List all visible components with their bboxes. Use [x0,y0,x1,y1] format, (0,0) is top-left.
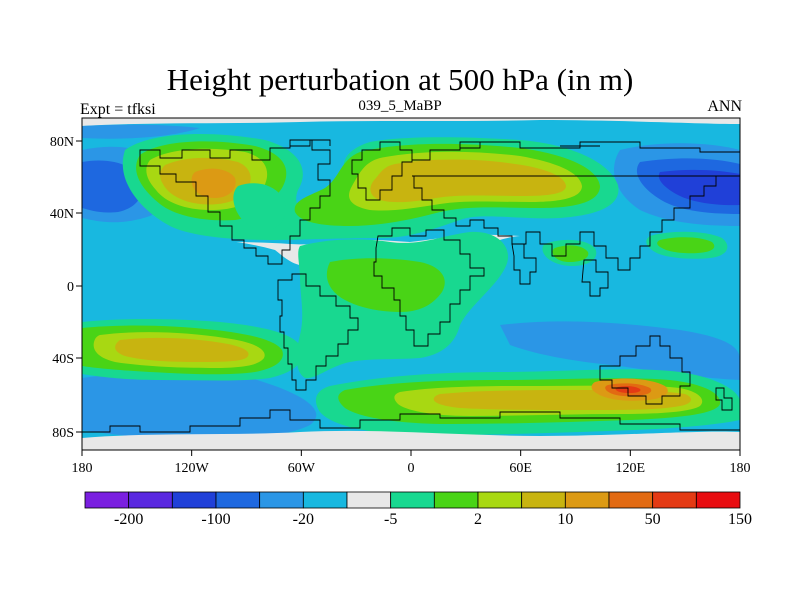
x-tick-label: 60W [288,461,316,476]
colorbar-box [652,491,697,509]
season-label: ANN [707,98,742,115]
y-tick-label: 0 [67,280,74,295]
colorbar: -200 -100 -20 -5 2 10 50 150 [84,491,752,528]
south-pacific-ridge-max [115,337,249,362]
eurasian-ridge-max [370,159,566,203]
colorbar-box [390,491,435,509]
colorbar-label: 150 [728,511,752,528]
colorbar-label: -5 [384,511,397,528]
y-axis: 80N 40N 0 40S 80S [50,135,82,441]
x-tick-label: 0 [408,461,415,476]
colorbar-box [215,491,261,509]
coastline-north-america [139,139,331,265]
colorbar-box [128,491,173,509]
colorbar-box [171,491,217,509]
east-asian-ridge-core [657,237,715,254]
north-american-ridge-peak [191,168,236,198]
colorbar-label: 50 [645,511,661,528]
y-tick-label: 80N [50,135,74,150]
x-tick-label: 120E [616,461,646,476]
colorbar-label: 10 [557,511,573,528]
colorbar-box [302,491,348,509]
colorbar-box [608,491,654,509]
coastline-new-zealand [715,387,733,411]
colorbar-box [84,491,130,509]
coastlines [82,139,740,433]
colorbar-label: -100 [201,511,230,528]
coastline-south-america [277,273,359,391]
colorbar-box [564,491,610,509]
colorbar-box [477,491,523,509]
colorbar-box [259,491,304,509]
coastline-greenland [351,141,413,201]
colorbar-label: -200 [114,511,143,528]
antarctic-neutral [82,430,740,450]
y-tick-label: 80S [52,426,74,441]
colorbar-box [346,491,392,509]
coastline-southeast-asia [581,259,609,297]
colorbar-box [521,491,566,509]
coastline-antarctica [82,409,740,433]
x-tick-label: 120W [175,461,210,476]
south-pacific-low [82,371,317,439]
arctic-low-west [82,124,200,139]
colorbar-label: -20 [293,511,314,528]
coastline-eurasia [412,141,740,271]
y-tick-label: 40N [50,207,74,222]
plot-title: Height perturbation at 500 hPa (in m) [166,62,634,97]
south-indian-low [500,321,740,380]
colorbar-box [695,491,741,509]
coastline-australia [599,335,691,405]
pacific-filament [233,183,286,231]
contour-fields [82,118,740,450]
experiment-label: Expt = tfksi [80,101,156,118]
x-tick-label: 180 [72,461,93,476]
x-axis: 180 120W 60W 0 60E 120E 180 [72,450,751,476]
coastline-arctic-islands [290,139,600,149]
period-label: 039_5_MaBP [358,98,442,114]
colorbar-label: 2 [474,511,482,528]
tropical-atlantic-core [326,258,445,312]
y-tick-label: 40S [52,352,74,367]
coastline-africa [373,227,485,347]
x-tick-label: 60E [509,461,532,476]
x-tick-label: 180 [730,461,751,476]
asia-low-inner [658,169,740,206]
central-asian-spot-core [552,245,589,262]
colorbar-box [433,491,479,509]
coastline-india [511,243,537,285]
